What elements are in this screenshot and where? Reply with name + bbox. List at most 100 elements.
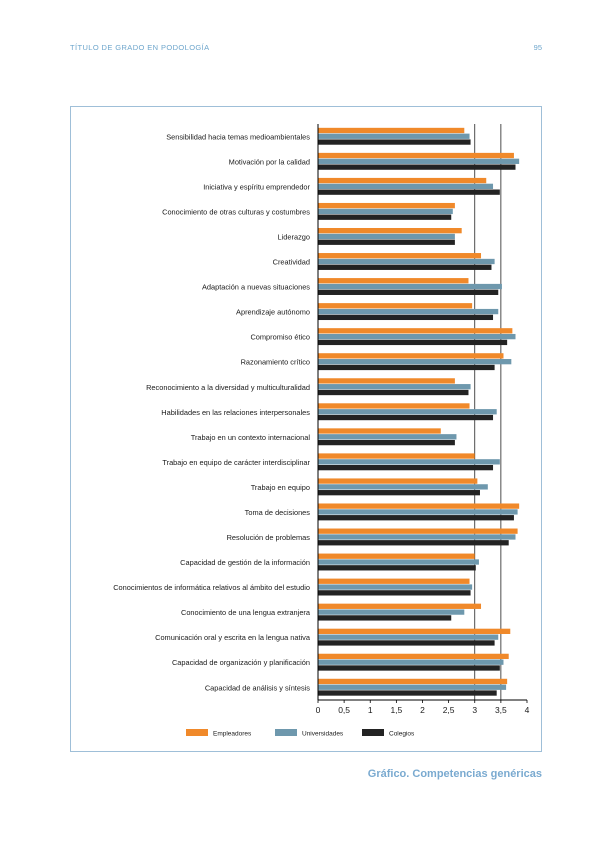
bar-empleadores [318, 603, 482, 609]
x-tick-label: 1,5 [390, 705, 402, 715]
category-label: Compromiso ético [250, 333, 310, 342]
x-tick-label: 3,5 [495, 705, 507, 715]
category-label: Capacidad de análisis y síntesis [205, 683, 310, 692]
bar-empleadores [318, 303, 473, 309]
x-tick-label: 0,5 [338, 705, 350, 715]
bar-universidades [318, 258, 495, 265]
bar-universidades [318, 609, 465, 615]
bar-empleadores [318, 202, 455, 209]
bar-colegios [318, 439, 455, 446]
bar-colegios [318, 139, 471, 145]
bar-empleadores [318, 678, 508, 685]
bar-colegios [318, 615, 452, 621]
legend-label: Universidades [302, 731, 344, 738]
chart-caption: Gráfico. Competencias genéricas [367, 768, 542, 780]
bar-empleadores [318, 428, 441, 434]
bar-universidades [318, 409, 497, 415]
bar-colegios [318, 464, 494, 471]
bar-universidades [318, 233, 455, 240]
category-label: Resolución de problemas [227, 533, 311, 542]
running-title: TÍTULO DE GRADO EN PODOLOGÍA [70, 43, 210, 52]
bar-colegios [318, 289, 499, 295]
x-tick-label: 4 [525, 705, 530, 715]
bar-colegios [318, 214, 452, 220]
bar-colegios [318, 364, 495, 371]
bar-empleadores [318, 628, 511, 634]
category-label: Trabajo en un contexto internacional [191, 433, 311, 442]
bar-colegios [318, 490, 480, 496]
bar-empleadores [318, 653, 509, 660]
bar-universidades [318, 308, 499, 315]
bar-universidades [318, 384, 471, 390]
bar-universidades [318, 183, 494, 190]
bar-colegios [318, 389, 469, 396]
bar-empleadores [318, 453, 475, 459]
bar-colegios [318, 690, 497, 696]
bar-universidades [318, 484, 488, 490]
category-label: Habilidades en las relaciones interperso… [161, 408, 310, 417]
bar-universidades [318, 459, 500, 465]
bar-universidades [318, 634, 499, 640]
bar-empleadores [318, 227, 462, 234]
bar-colegios [318, 565, 476, 571]
legend-swatch-universidades [275, 729, 297, 736]
bar-universidades [318, 584, 473, 590]
bar-universidades [318, 333, 516, 340]
x-tick-label: 1 [368, 705, 373, 715]
legend-label: Colegios [389, 731, 415, 738]
bar-empleadores [318, 353, 504, 359]
bar-universidades [318, 208, 453, 215]
bar-colegios [318, 414, 494, 421]
bar-empleadores [318, 578, 470, 584]
bar-universidades [318, 684, 507, 690]
category-label: Creatividad [273, 258, 310, 267]
category-label: Capacidad de organización y planificació… [172, 658, 310, 667]
x-tick-label: 3 [472, 705, 477, 715]
category-label: Conocimiento de otras culturas y costumb… [162, 207, 310, 216]
bar-universidades [318, 283, 502, 290]
bar-empleadores [318, 328, 513, 334]
bar-universidades [318, 158, 520, 164]
bar-empleadores [318, 253, 482, 259]
bar-empleadores [318, 278, 469, 284]
bar-empleadores [318, 378, 455, 384]
bar-colegios [318, 590, 471, 596]
chart-frame [70, 106, 542, 752]
category-label: Reconocimiento a la diversidad y multicu… [146, 383, 310, 392]
bar-universidades [318, 534, 516, 540]
bar-empleadores [318, 478, 478, 484]
category-label: Toma de decisiones [245, 508, 311, 517]
bar-empleadores [318, 403, 470, 409]
category-label: Comunicación oral y escrita en la lengua… [155, 633, 311, 642]
bar-empleadores [318, 503, 520, 509]
bar-empleadores [318, 528, 518, 534]
x-tick-label: 2,5 [443, 705, 455, 715]
x-tick-label: 2 [420, 705, 425, 715]
bar-empleadores [318, 177, 487, 184]
category-label: Aprendizaje autónomo [236, 308, 310, 317]
bar-empleadores [318, 553, 475, 559]
category-label: Capacidad de gestión de la información [180, 558, 310, 567]
page-number: 95 [533, 43, 542, 52]
bar-colegios [318, 189, 500, 195]
bar-colegios [318, 515, 514, 521]
bar-universidades [318, 359, 512, 365]
category-label: Conocimiento de una lengua extranjera [181, 608, 311, 617]
bar-colegios [318, 540, 509, 546]
bar-colegios [318, 164, 516, 170]
category-label: Liderazgo [278, 232, 310, 241]
category-label: Iniciativa y espíritu emprendedor [203, 182, 310, 191]
legend-swatch-colegios [362, 729, 384, 736]
category-label: Conocimientos de informática relativos a… [113, 583, 310, 592]
x-tick-label: 0 [316, 705, 321, 715]
category-label: Trabajo en equipo [251, 483, 310, 492]
category-label: Sensibilidad hacia temas medioambientale… [166, 132, 310, 141]
legend-swatch-empleadores [186, 729, 208, 736]
category-label: Adaptación a nuevas situaciones [202, 283, 310, 292]
legend-label: Empleadores [213, 731, 252, 738]
bar-universidades [318, 659, 504, 665]
bar-universidades [318, 509, 518, 515]
category-label: Razonamiento crítico [241, 358, 310, 367]
category-label: Trabajo en equipo de carácter interdisci… [162, 458, 310, 467]
